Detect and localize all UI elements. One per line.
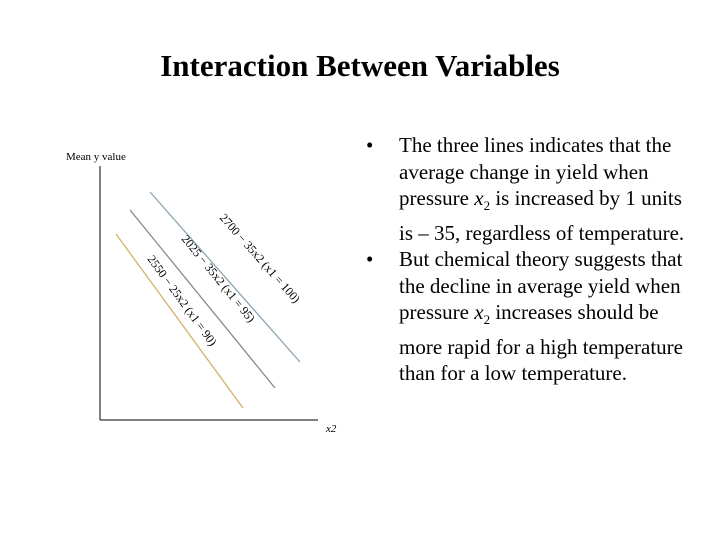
line-x1-90 xyxy=(115,233,244,409)
interaction-plot: Mean y value x2 2700 − 35x2 (x1 = 100) 2… xyxy=(66,151,337,435)
bullet-text-start: But chemical theory suggests that the de… xyxy=(399,247,683,325)
variable-x: x xyxy=(474,300,484,325)
variable-subscript: 2 xyxy=(483,198,491,214)
bullet-item: The three lines indicates that the avera… xyxy=(366,132,696,246)
bullet-text-start: The three lines indicates that the avera… xyxy=(399,133,672,210)
line-x1-95 xyxy=(129,209,276,389)
bullet-text-end: is increased by 1 units is – 35, regardl… xyxy=(399,186,685,245)
bullet-text-end: increases should be more rapid for a hig… xyxy=(399,300,683,386)
variable-subscript: 2 xyxy=(483,312,491,328)
y-axis-label: Mean y value xyxy=(66,151,126,163)
variable-x: x xyxy=(474,186,484,210)
bullet-list: The three lines indicates that the avera… xyxy=(366,132,696,387)
slide-title: Interaction Between Variables xyxy=(160,48,560,83)
bullet-item: But chemical theory suggests that the de… xyxy=(366,246,696,387)
interaction-diagram: Mean y value x2 2700 − 35x2 (x1 = 100) 2… xyxy=(60,140,350,440)
line-x1-100 xyxy=(149,191,301,363)
x-axis-label: x2 xyxy=(325,423,337,435)
